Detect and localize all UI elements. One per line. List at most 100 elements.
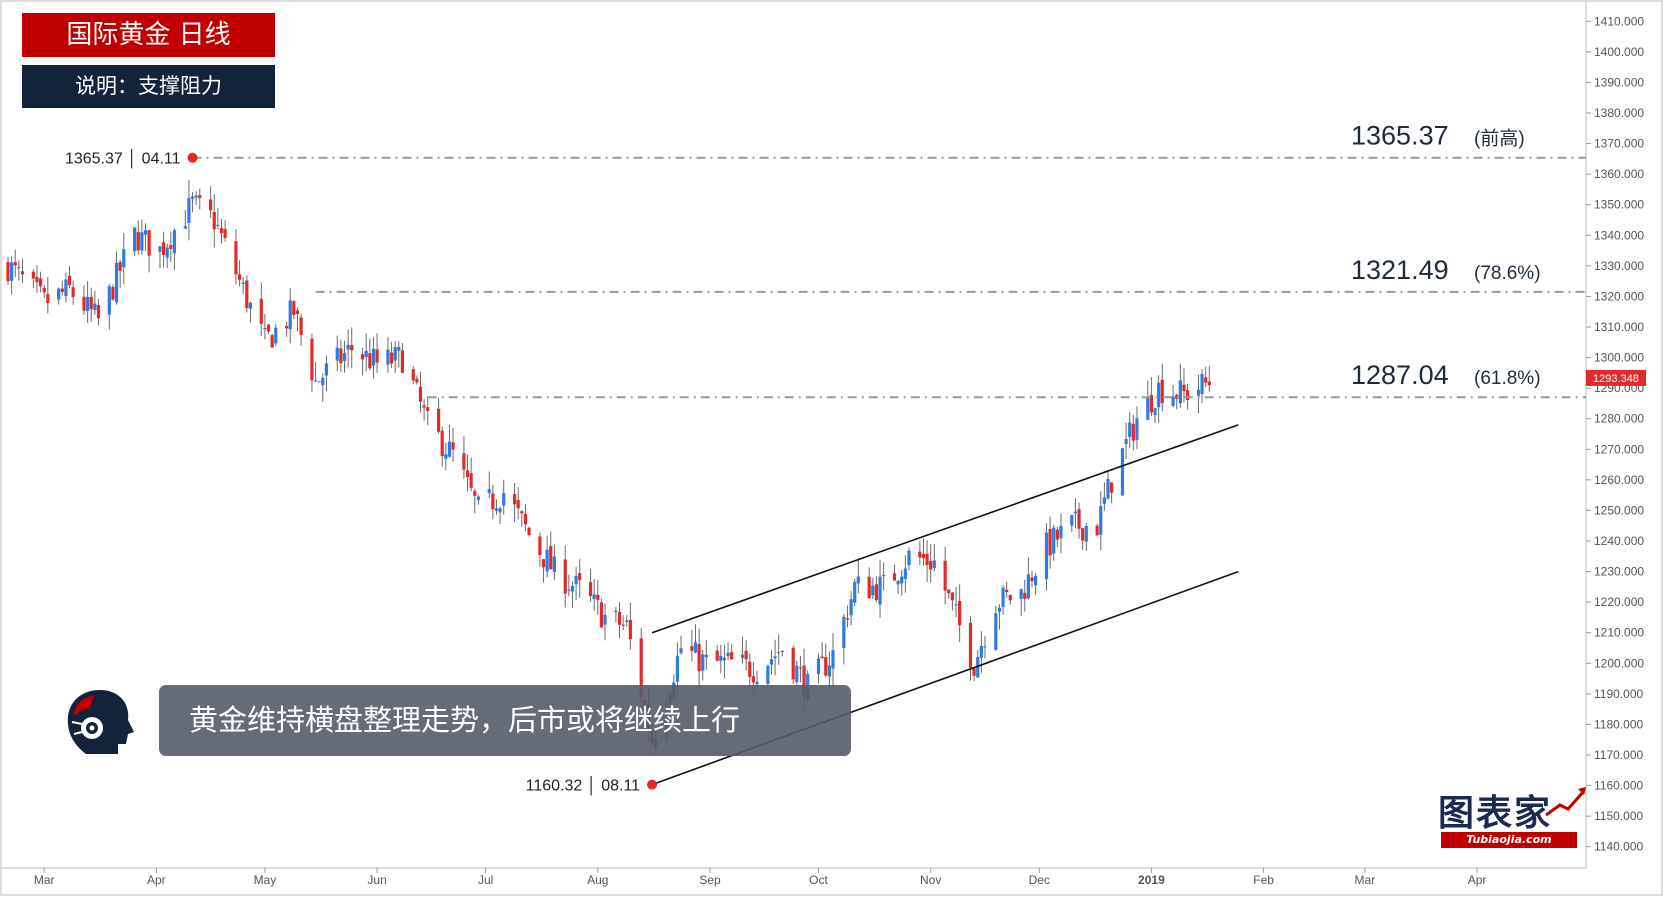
candle-body <box>628 619 632 640</box>
candle-body <box>364 350 368 358</box>
candle-body <box>212 211 216 230</box>
candle-body <box>625 620 629 623</box>
candle-body <box>346 344 350 350</box>
candle-body <box>237 274 242 280</box>
x-tick-label: Mar <box>1355 873 1376 887</box>
candle-body <box>447 441 452 457</box>
y-tick-label: 1350.000 <box>1594 198 1644 212</box>
candle-body <box>523 514 528 525</box>
level-note-label: (前高) <box>1474 128 1525 150</box>
candle-body <box>96 304 101 319</box>
candle-body <box>1160 379 1164 404</box>
candle-body <box>42 287 46 293</box>
candle-body <box>853 581 857 603</box>
y-tick-label: 1170.000 <box>1594 748 1643 762</box>
candle-body <box>831 650 835 669</box>
candle-body <box>274 327 278 344</box>
candle-body <box>842 616 846 649</box>
candle-body <box>219 228 224 234</box>
candle-body <box>1044 532 1049 580</box>
candle-body <box>111 287 115 300</box>
candle-body <box>190 196 195 199</box>
candle-body <box>748 661 752 677</box>
candle-body <box>473 490 477 496</box>
candle-body <box>67 275 72 286</box>
candle-body <box>143 230 148 235</box>
candle-body <box>393 347 397 361</box>
candle-body <box>1185 390 1190 400</box>
candle-body <box>285 326 289 329</box>
candle-body <box>755 682 759 685</box>
candle-body <box>310 338 314 381</box>
candle-body <box>422 405 426 408</box>
candle-body <box>350 344 354 351</box>
candle-body <box>570 585 575 592</box>
candle-body <box>89 296 93 310</box>
candle-body <box>791 647 795 680</box>
candle-body <box>780 650 784 652</box>
candle-body <box>1120 448 1125 496</box>
y-tick-label: 1150.000 <box>1594 809 1643 823</box>
candle-body <box>321 377 325 386</box>
candle-body <box>997 607 1002 612</box>
x-axis: Mar Apr May Jun Jul Aug Sep Oct Nov Dec 2019 Feb Mar… <box>34 868 1487 887</box>
candle-body <box>1146 396 1150 420</box>
chart-title: 国际黄金 日线 <box>22 13 275 57</box>
y-tick-label: 1210.000 <box>1594 626 1644 640</box>
candle-body <box>426 407 430 411</box>
candle-body <box>35 276 39 283</box>
y-tick-label: 1410.000 <box>1594 14 1644 28</box>
candle-body <box>1048 528 1052 556</box>
candle-body <box>476 496 480 500</box>
candle-body <box>929 560 933 570</box>
candle-body <box>697 644 701 672</box>
candle-body <box>994 613 998 650</box>
candle-body <box>209 199 213 211</box>
candle-body <box>299 317 303 335</box>
candle-body <box>512 494 517 505</box>
price-tag-box <box>1586 369 1646 386</box>
candle-body <box>798 667 803 669</box>
candle-body <box>198 195 202 198</box>
candle-body <box>165 247 169 258</box>
candle-body <box>1030 577 1034 582</box>
candle-body <box>498 508 502 513</box>
candle-body <box>292 301 296 315</box>
candle-body <box>918 551 922 558</box>
candle-body <box>161 242 166 256</box>
candle-body <box>892 573 897 581</box>
candle-body <box>444 454 448 459</box>
candle-body <box>1196 389 1201 396</box>
candle-body <box>494 508 499 511</box>
candle-body <box>172 230 177 254</box>
candle-body <box>1102 497 1106 504</box>
x-tick-label: Feb <box>1253 873 1274 887</box>
x-tick-label: Apr <box>1468 873 1487 887</box>
y-tick-label: 1190.000 <box>1594 687 1643 701</box>
candle-body <box>1095 525 1099 536</box>
candle-body <box>194 195 198 198</box>
candle-body <box>541 559 546 568</box>
candle-body <box>979 646 983 658</box>
x-tick-label: Dec <box>1029 873 1050 887</box>
pivot-label: 1160.32 │ 08.11 <box>526 776 640 796</box>
candle-body <box>400 350 405 373</box>
candle-body <box>614 610 618 613</box>
candle-body <box>136 231 140 251</box>
candle-body <box>693 642 698 653</box>
candle-body <box>882 574 886 576</box>
level-note-label: (78.6%) <box>1474 263 1541 284</box>
candle-body <box>245 280 249 309</box>
candle-body <box>418 386 423 402</box>
candle-body <box>386 349 390 365</box>
candle-body <box>603 615 607 625</box>
candle-body <box>140 232 144 251</box>
candle-body <box>520 511 524 514</box>
candle-body <box>1171 396 1175 406</box>
candle-body <box>502 493 506 506</box>
candle-body <box>516 500 520 509</box>
candle-body <box>795 665 799 683</box>
y-tick-label: 1250.000 <box>1594 503 1644 517</box>
